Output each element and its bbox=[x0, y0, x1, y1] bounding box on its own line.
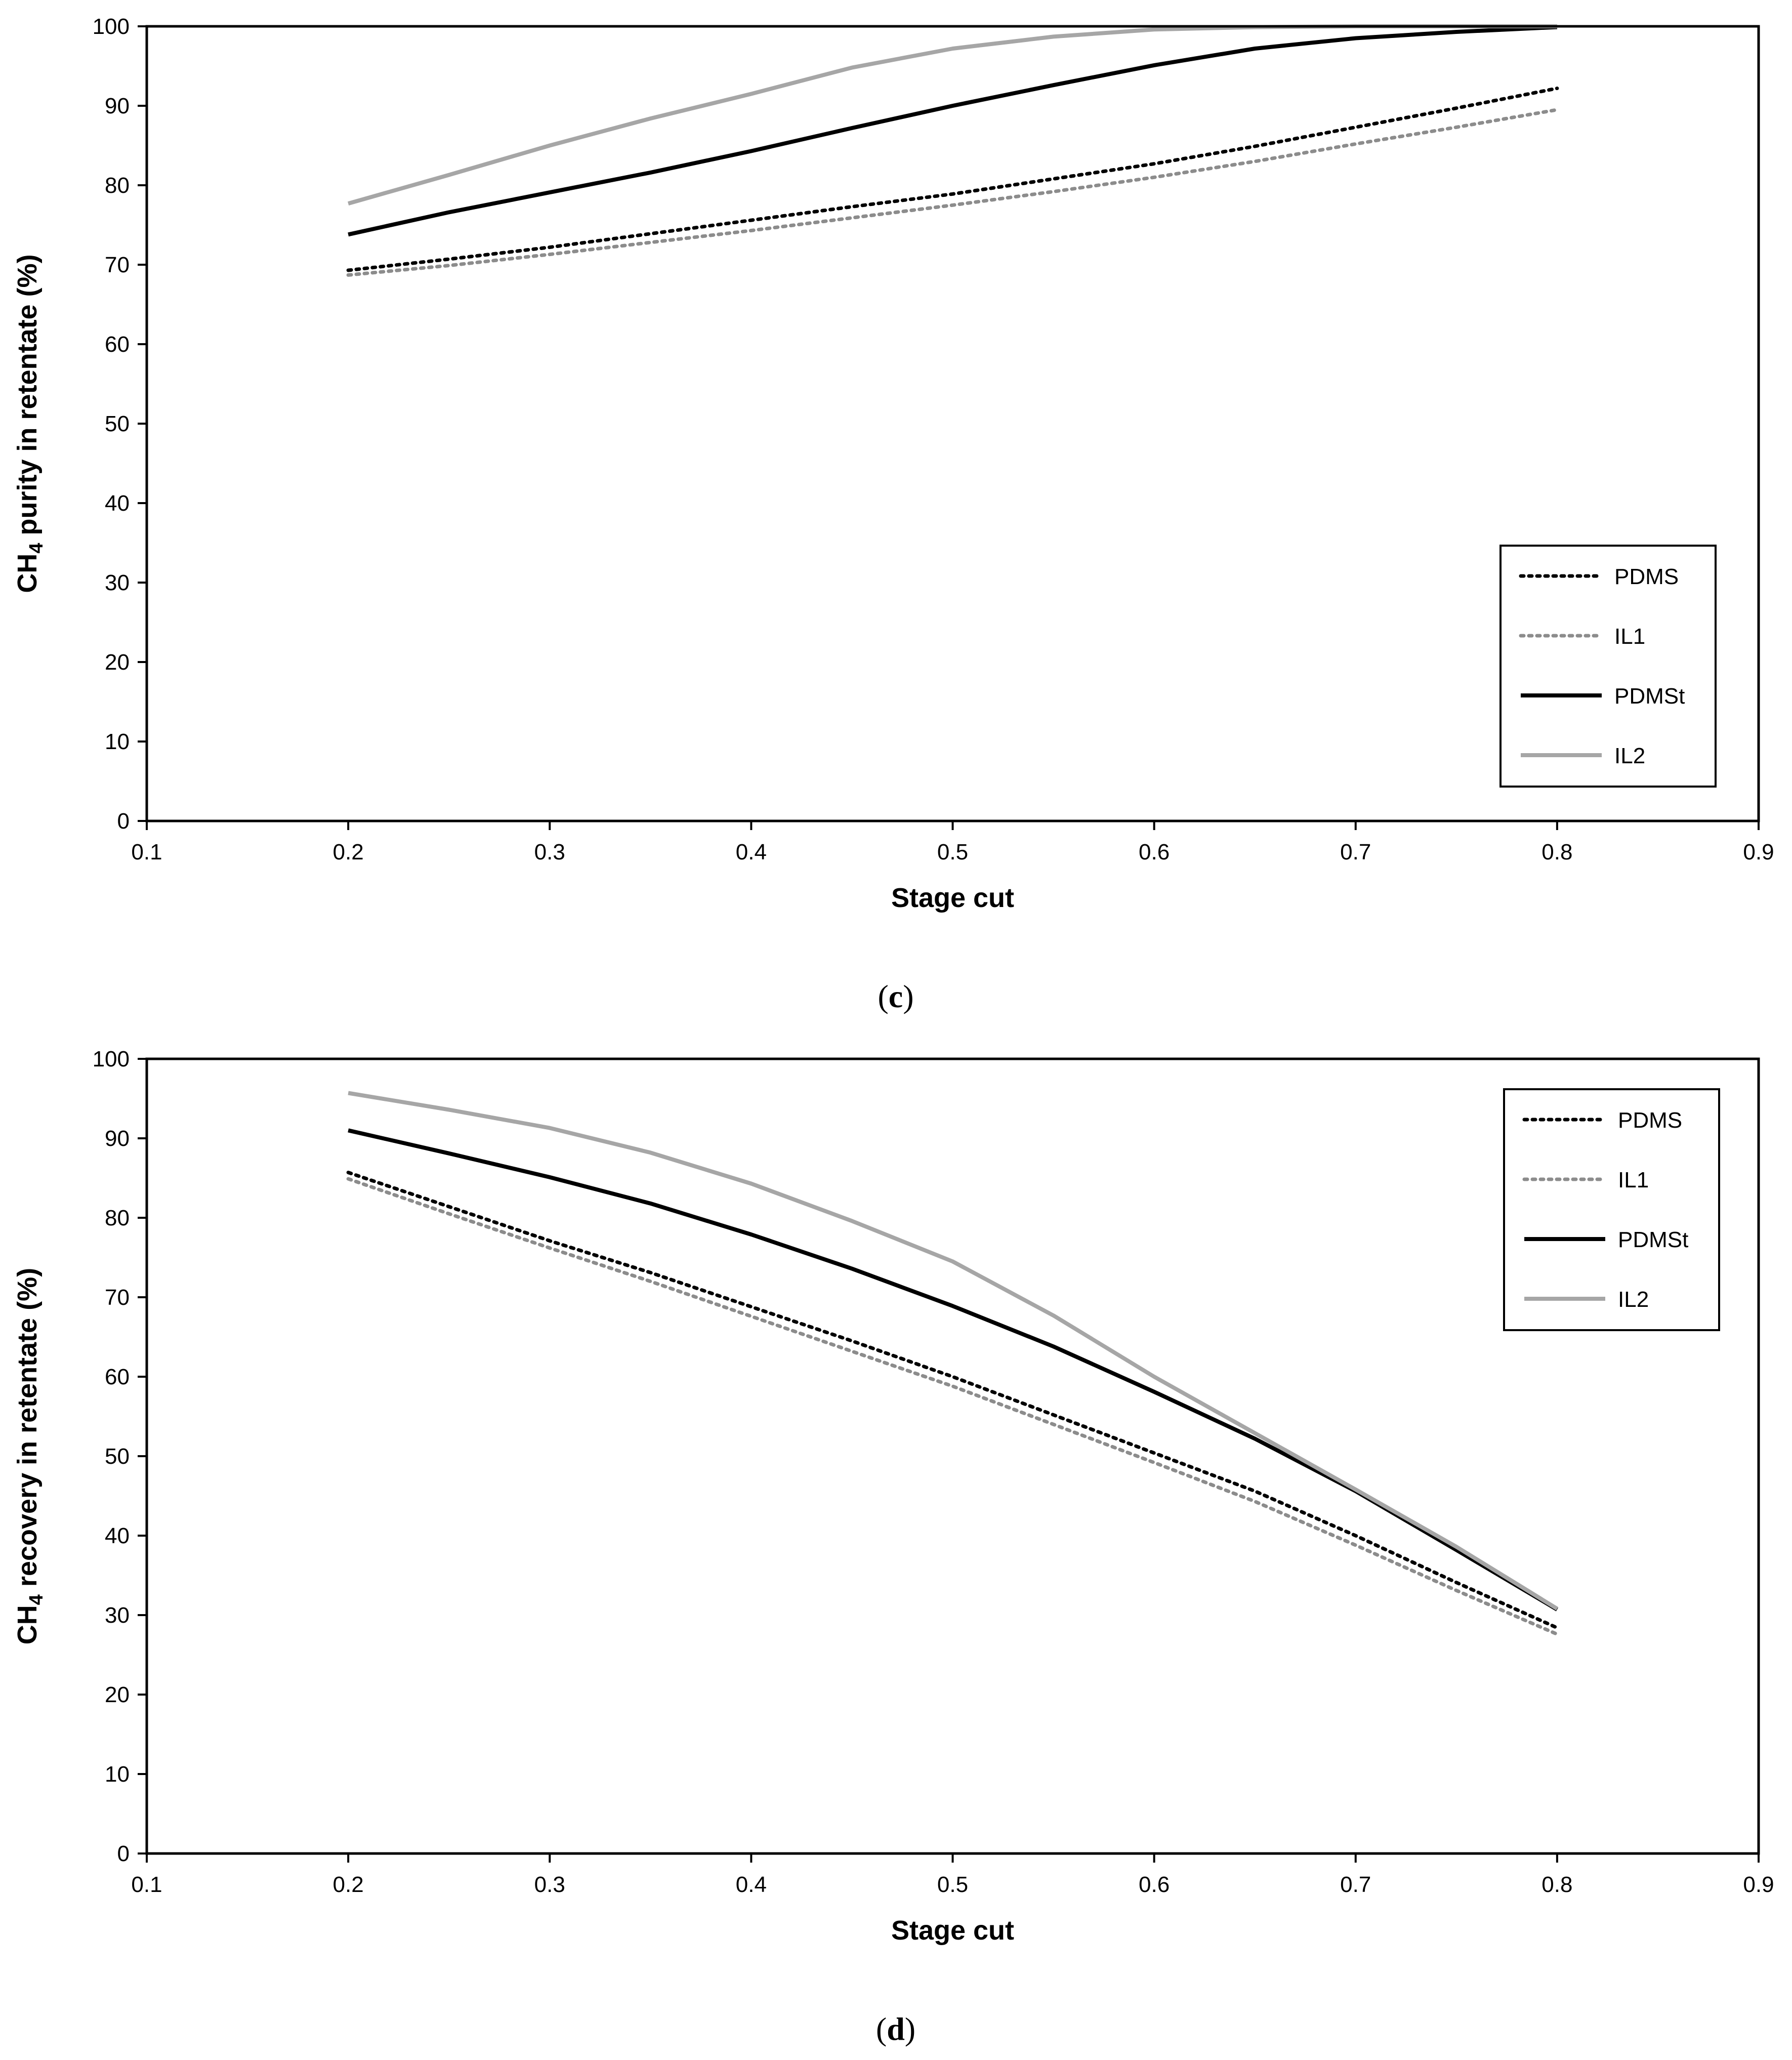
series-line-pdmst bbox=[348, 25, 1558, 237]
x-tick-label: 0.7 bbox=[1340, 840, 1371, 864]
y-tick-label: 90 bbox=[105, 94, 130, 118]
series-line-il2 bbox=[348, 1091, 1558, 1611]
x-tick-label: 0.8 bbox=[1541, 840, 1572, 864]
y-tick-marks bbox=[138, 1058, 147, 1855]
x-tick-label: 0.8 bbox=[1541, 1872, 1572, 1897]
legend-label-pdmst: PDMSt bbox=[1618, 1227, 1688, 1252]
y-tick-label: 30 bbox=[105, 1603, 130, 1628]
x-tick-label: 0.5 bbox=[937, 1872, 968, 1897]
x-tick-label: 0.1 bbox=[131, 840, 162, 864]
legend-label-il2: IL2 bbox=[1614, 744, 1645, 768]
legend-box bbox=[1503, 1088, 1720, 1331]
y-axis-title-suffix: recovery in retentate (%) bbox=[12, 1268, 43, 1594]
caption-letter: c bbox=[889, 978, 903, 1014]
y-tick-label: 60 bbox=[105, 1365, 130, 1389]
x-tick-label: 0.9 bbox=[1743, 840, 1774, 864]
y-tick-label: 10 bbox=[105, 729, 130, 754]
caption-close-paren: ) bbox=[903, 978, 913, 1014]
y-tick-labels: 0 10 20 30 40 50 60 70 80 90 100 bbox=[93, 14, 130, 834]
y-tick-label: 0 bbox=[117, 809, 130, 834]
y-axis-title: CH4 purity in retentate (%) bbox=[12, 254, 47, 593]
legend-items: PDMS IL1 PDMSt IL2 bbox=[1519, 564, 1685, 768]
legend-label-pdms: PDMS bbox=[1618, 1108, 1682, 1133]
legend-label-pdmst: PDMSt bbox=[1614, 684, 1685, 709]
legend-label-il2: IL2 bbox=[1618, 1287, 1649, 1312]
x-tick-label: 0.6 bbox=[1139, 1872, 1170, 1897]
y-axis-title-suffix: purity in retentate (%) bbox=[12, 254, 43, 543]
legend-label-pdms: PDMS bbox=[1614, 564, 1679, 589]
x-tick-labels: 0.1 0.2 0.3 0.4 0.5 0.6 0.7 0.8 0.9 bbox=[131, 1872, 1774, 1897]
y-axis-title-prefix: CH bbox=[12, 554, 43, 593]
y-tick-label: 20 bbox=[105, 650, 130, 675]
legend: PDMS IL1 PDMSt IL2 bbox=[1503, 1088, 1720, 1331]
y-tick-label: 60 bbox=[105, 332, 130, 357]
y-tick-label: 90 bbox=[105, 1126, 130, 1151]
y-tick-label: 10 bbox=[105, 1762, 130, 1787]
legend: PDMS IL1 PDMSt IL2 bbox=[1499, 545, 1717, 788]
x-tick-label: 0.7 bbox=[1340, 1872, 1371, 1897]
y-tick-label: 40 bbox=[105, 1523, 130, 1548]
x-tick-label: 0.4 bbox=[736, 1872, 767, 1897]
y-tick-marks bbox=[138, 25, 147, 822]
y-tick-label: 50 bbox=[105, 411, 130, 436]
x-tick-label: 0.4 bbox=[736, 840, 767, 864]
legend-label-il1: IL1 bbox=[1618, 1168, 1649, 1192]
y-tick-label: 50 bbox=[105, 1444, 130, 1469]
y-tick-label: 40 bbox=[105, 491, 130, 516]
y-tick-label: 80 bbox=[105, 173, 130, 198]
x-tick-marks bbox=[146, 1853, 1760, 1863]
series-line-pdms bbox=[346, 1171, 1559, 1630]
x-tick-label: 0.2 bbox=[333, 1872, 364, 1897]
y-axis-title: CH4 recovery in retentate (%) bbox=[12, 1268, 47, 1644]
caption-open-paren: ( bbox=[876, 2011, 887, 2047]
legend-box bbox=[1499, 545, 1717, 788]
series-line-pdms bbox=[346, 87, 1559, 272]
y-tick-label: 100 bbox=[93, 1047, 130, 1072]
y-axis-title-subscript: 4 bbox=[26, 1594, 47, 1605]
panel-caption: (d) bbox=[876, 2011, 915, 2047]
legend-label-il1: IL1 bbox=[1614, 624, 1645, 649]
x-tick-label: 0.9 bbox=[1743, 1872, 1774, 1897]
x-tick-label: 0.1 bbox=[131, 1872, 162, 1897]
y-axis-title-prefix: CH bbox=[12, 1605, 43, 1644]
chart-panel-c: 0.1 0.2 0.3 0.4 0.5 0.6 0.7 0.8 0.9 0 10 20 30 40 50 6… bbox=[12, 14, 1774, 1014]
y-tick-label: 30 bbox=[105, 570, 130, 595]
y-tick-label: 80 bbox=[105, 1206, 130, 1230]
caption-close-paren: ) bbox=[905, 2011, 915, 2047]
x-axis-title: Stage cut bbox=[891, 883, 1014, 913]
x-tick-label: 0.5 bbox=[937, 840, 968, 864]
chart-panel-d: 0.1 0.2 0.3 0.4 0.5 0.6 0.7 0.8 0.9 0 10 20 30 40 50 6… bbox=[12, 1047, 1774, 2047]
x-tick-label: 0.3 bbox=[534, 840, 565, 864]
y-tick-label: 20 bbox=[105, 1682, 130, 1707]
x-tick-marks bbox=[146, 821, 1760, 830]
x-tick-labels: 0.1 0.2 0.3 0.4 0.5 0.6 0.7 0.8 0.9 bbox=[131, 840, 1774, 864]
x-axis-title: Stage cut bbox=[891, 1915, 1014, 1946]
y-axis-title-subscript: 4 bbox=[26, 543, 47, 553]
y-tick-label: 70 bbox=[105, 253, 130, 277]
series-line-il1 bbox=[346, 1177, 1559, 1636]
series-layer bbox=[346, 1091, 1559, 1636]
caption-open-paren: ( bbox=[878, 978, 888, 1014]
x-tick-label: 0.3 bbox=[534, 1872, 565, 1897]
panel-caption: (c) bbox=[878, 978, 913, 1014]
y-tick-label: 100 bbox=[93, 14, 130, 39]
y-tick-labels: 0 10 20 30 40 50 60 70 80 90 100 bbox=[93, 1047, 130, 1866]
y-tick-label: 0 bbox=[117, 1841, 130, 1866]
caption-letter: d bbox=[887, 2011, 905, 2047]
x-tick-label: 0.6 bbox=[1139, 840, 1170, 864]
series-line-il1 bbox=[346, 108, 1559, 277]
x-tick-label: 0.2 bbox=[333, 840, 364, 864]
y-tick-label: 70 bbox=[105, 1285, 130, 1310]
legend-items: PDMS IL1 PDMSt IL2 bbox=[1522, 1108, 1688, 1312]
